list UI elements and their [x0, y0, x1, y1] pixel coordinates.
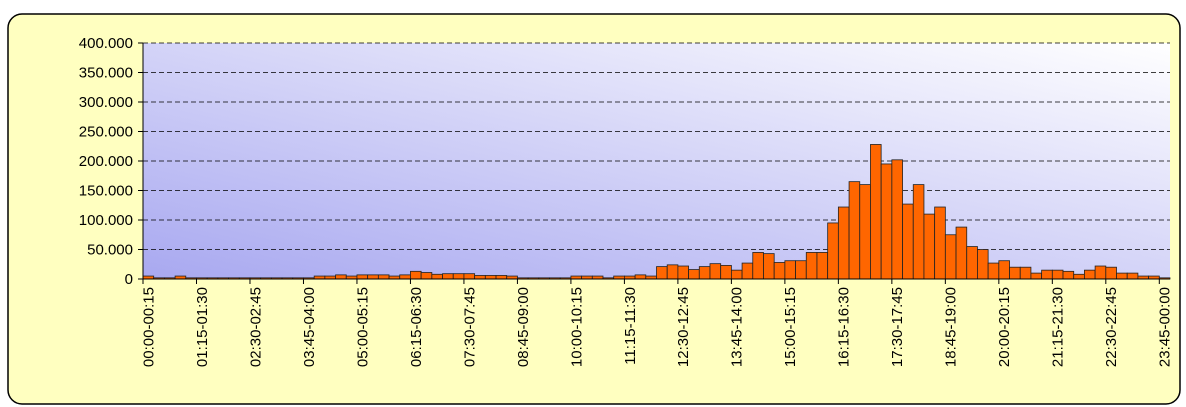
- bar: [730, 269, 743, 280]
- bar: [634, 274, 647, 280]
- bar: [1019, 266, 1032, 280]
- bar: [827, 222, 839, 280]
- x-tick-label: 20:00-20:15: [996, 287, 1013, 367]
- bar: [442, 273, 454, 280]
- bar: [677, 265, 689, 280]
- x-tick-label: 02:30-02:45: [247, 287, 264, 367]
- y-tick-label: 350.000: [79, 65, 133, 82]
- bar: [1041, 269, 1053, 280]
- bar: [816, 252, 829, 280]
- bar: [944, 234, 957, 280]
- y-tick-label: 50.000: [87, 242, 133, 259]
- bar: [688, 269, 700, 280]
- y-tick-label: 400.000: [79, 35, 133, 52]
- bar: [399, 274, 411, 280]
- bar: [934, 206, 946, 280]
- bar: [1051, 269, 1064, 280]
- x-tick-label: 13:45-14:00: [729, 287, 746, 367]
- bar: [1009, 266, 1021, 280]
- x-tick-label: 00:00-00:15: [140, 287, 157, 367]
- bar: [1116, 272, 1128, 280]
- bar: [463, 273, 476, 280]
- bar: [356, 274, 369, 280]
- bar: [848, 181, 861, 280]
- x-tick-label: 08:45-09:00: [515, 287, 532, 367]
- x-tick-label: 21:15-21:30: [1050, 287, 1067, 367]
- bar: [1062, 270, 1075, 280]
- y-tick-label: 200.000: [79, 153, 133, 170]
- x-tick-label: 18:45-19:00: [943, 287, 960, 367]
- x-tick-label: 17:30-17:45: [889, 287, 906, 367]
- x-tick-label: 12:30-12:45: [675, 287, 692, 367]
- bar: [837, 206, 850, 280]
- bar: [410, 270, 422, 280]
- bar: [752, 252, 764, 280]
- bar: [474, 275, 486, 280]
- bar: [335, 274, 347, 280]
- x-tick-label: 03:45-04:00: [301, 287, 318, 367]
- y-tick-label: 150.000: [79, 183, 133, 200]
- bar: [741, 262, 754, 280]
- x-tick-label: 22:30-22:45: [1103, 287, 1120, 367]
- bar: [495, 275, 508, 280]
- x-tick-label: 07:30-07:45: [461, 287, 478, 367]
- bar: [1126, 272, 1139, 280]
- x-tick-label: 05:00-05:15: [354, 287, 371, 367]
- bar: [377, 274, 390, 280]
- bar: [998, 260, 1010, 280]
- bar: [902, 203, 914, 280]
- bar: [977, 249, 989, 280]
- y-tick-label: 0: [125, 271, 133, 288]
- bar: [452, 273, 465, 280]
- bar: [720, 265, 732, 280]
- bar: [484, 275, 497, 280]
- bar: [870, 144, 882, 280]
- bar: [1105, 266, 1117, 280]
- bar: [763, 253, 775, 280]
- bar: [987, 262, 1000, 280]
- x-tick-label: 01:15-01:30: [194, 287, 211, 367]
- x-tick-label: 10:00-10:15: [568, 287, 585, 367]
- bar: [709, 263, 722, 280]
- x-tick-label: 06:15-06:30: [408, 287, 425, 367]
- bar: [1084, 269, 1096, 280]
- x-tick-label: 15:00-15:15: [782, 287, 799, 367]
- x-tick-label: 23:45-00:00: [1157, 287, 1174, 367]
- bar: [966, 246, 978, 280]
- bar: [955, 226, 968, 280]
- bar: [805, 252, 818, 280]
- bar: [1030, 272, 1043, 280]
- bar: [773, 262, 786, 280]
- bar: [698, 266, 711, 280]
- bar: [1094, 265, 1107, 280]
- bar: [795, 260, 807, 280]
- bar: [859, 184, 871, 280]
- bar: [923, 213, 936, 280]
- bar: [1073, 273, 1085, 280]
- bar: [666, 264, 679, 280]
- y-tick-label: 300.000: [79, 94, 133, 111]
- bar: [367, 274, 379, 280]
- bar: [912, 184, 925, 280]
- bar: [880, 163, 893, 280]
- x-tick-label: 11:15-11:30: [622, 287, 639, 365]
- y-tick-label: 250.000: [79, 124, 133, 141]
- bar: [431, 273, 443, 280]
- bar: [656, 266, 668, 280]
- bar: [784, 260, 796, 280]
- y-tick-label: 100.000: [79, 212, 133, 229]
- bar: [420, 272, 433, 280]
- bar: [891, 159, 903, 280]
- x-tick-label: 16:15-16:30: [836, 287, 853, 367]
